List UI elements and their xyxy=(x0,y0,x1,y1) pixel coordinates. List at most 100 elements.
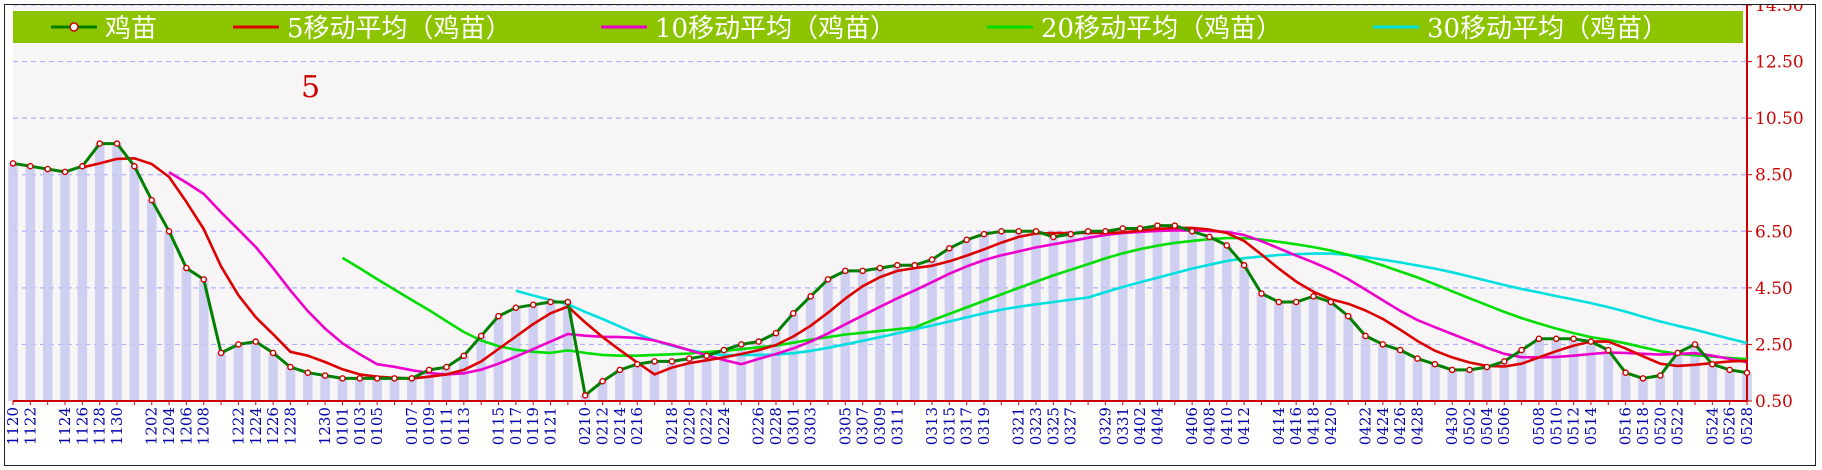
x-tick-label: 0226 xyxy=(750,407,768,445)
data-point xyxy=(1102,227,1109,235)
x-tick-label: 0101 xyxy=(333,407,351,445)
data-point xyxy=(581,392,589,399)
bar xyxy=(1499,361,1510,401)
data-point xyxy=(703,352,710,360)
data-point xyxy=(1032,227,1040,235)
data-point xyxy=(1535,335,1543,343)
x-tick-label: 0522 xyxy=(1669,407,1687,445)
data-point xyxy=(1691,341,1699,348)
x-tick-label: 0313 xyxy=(923,407,941,445)
data-point xyxy=(616,366,624,374)
data-point xyxy=(165,227,173,235)
x-tick-label: 0412 xyxy=(1235,407,1253,445)
bar xyxy=(250,341,261,401)
data-point xyxy=(391,375,398,382)
x-tick-label: 0424 xyxy=(1374,407,1392,445)
data-point xyxy=(131,162,138,170)
x-tick-label: 1204 xyxy=(160,407,178,445)
bar xyxy=(1065,234,1076,401)
bar xyxy=(1586,341,1596,401)
bar xyxy=(1100,231,1111,401)
bar xyxy=(1672,352,1683,401)
data-point xyxy=(720,346,728,354)
bar xyxy=(1256,293,1267,401)
data-point xyxy=(1657,372,1664,379)
data-point xyxy=(1310,293,1317,300)
bar xyxy=(1378,344,1388,401)
x-tick-label: 1226 xyxy=(264,407,282,445)
data-point xyxy=(772,329,780,337)
x-tick-label: 0109 xyxy=(420,407,438,445)
x-tick-label: 0325 xyxy=(1044,407,1062,445)
y-tick-label: 6.50 xyxy=(1755,222,1793,242)
bar xyxy=(60,171,70,401)
data-point xyxy=(1552,335,1560,343)
bar xyxy=(615,369,625,401)
x-tick-label: 0430 xyxy=(1443,407,1461,445)
data-point xyxy=(373,375,381,382)
data-point xyxy=(564,298,572,306)
data-point xyxy=(790,310,797,317)
x-tick-label: 0305 xyxy=(836,407,854,445)
bar xyxy=(788,313,799,401)
data-point xyxy=(633,360,641,368)
bar xyxy=(875,268,885,401)
x-tick-label: 0218 xyxy=(663,407,681,445)
bar xyxy=(961,239,972,401)
bar xyxy=(285,367,296,401)
x-tick-label: 1126 xyxy=(73,407,91,445)
data-point xyxy=(1709,360,1716,368)
x-tick-label: 1130 xyxy=(108,407,126,445)
bar xyxy=(1291,302,1301,401)
data-point xyxy=(1050,233,1057,241)
bar xyxy=(1482,367,1492,401)
data-point xyxy=(512,304,520,311)
data-point xyxy=(547,298,554,306)
bar xyxy=(701,355,712,401)
legend-label: 5移动平均（鸡苗） xyxy=(287,14,512,44)
x-tick-label: 0309 xyxy=(871,407,889,445)
bar xyxy=(1690,344,1700,401)
x-tick-label: 0416 xyxy=(1287,407,1305,445)
x-tick-label: 0426 xyxy=(1391,407,1409,445)
data-point xyxy=(148,196,156,204)
bar xyxy=(597,381,608,401)
x-tick-label: 0107 xyxy=(403,407,421,445)
data-point xyxy=(737,341,745,348)
x-tick-label: 0121 xyxy=(542,407,560,445)
bar xyxy=(1239,265,1249,401)
data-point xyxy=(321,372,329,379)
bar xyxy=(146,200,157,401)
bar xyxy=(198,279,209,401)
x-tick-label: 0502 xyxy=(1461,407,1479,445)
x-tick-label: 0504 xyxy=(1478,407,1496,445)
data-point xyxy=(1466,366,1473,374)
x-tick-label: 0518 xyxy=(1634,407,1652,445)
x-tick-label: 0113 xyxy=(455,407,473,445)
bar xyxy=(94,143,105,401)
x-tick-label: 0514 xyxy=(1582,407,1600,445)
bar xyxy=(8,163,18,401)
bar xyxy=(1430,364,1440,401)
bar xyxy=(1603,350,1614,401)
bar xyxy=(753,341,764,401)
bar xyxy=(1620,372,1631,401)
x-tick-label: 0406 xyxy=(1183,407,1201,445)
data-point xyxy=(1119,225,1127,232)
bar xyxy=(389,378,400,401)
y-tick-label: 14.50 xyxy=(1755,5,1804,16)
x-tick-label: 0210 xyxy=(576,407,594,445)
bar xyxy=(944,248,955,401)
y-tick-label: 2.50 xyxy=(1755,335,1793,355)
data-point xyxy=(963,236,971,244)
x-tick-label: 0115 xyxy=(490,407,508,445)
x-tick-label: 0105 xyxy=(368,407,386,445)
x-tick-label: 0510 xyxy=(1547,407,1565,445)
bar xyxy=(303,372,313,401)
data-point xyxy=(1223,242,1231,249)
data-point xyxy=(1518,346,1525,354)
bar xyxy=(1326,302,1336,401)
data-point xyxy=(9,160,17,167)
x-tick-label: 0408 xyxy=(1200,407,1218,445)
legend-background xyxy=(13,11,1743,43)
